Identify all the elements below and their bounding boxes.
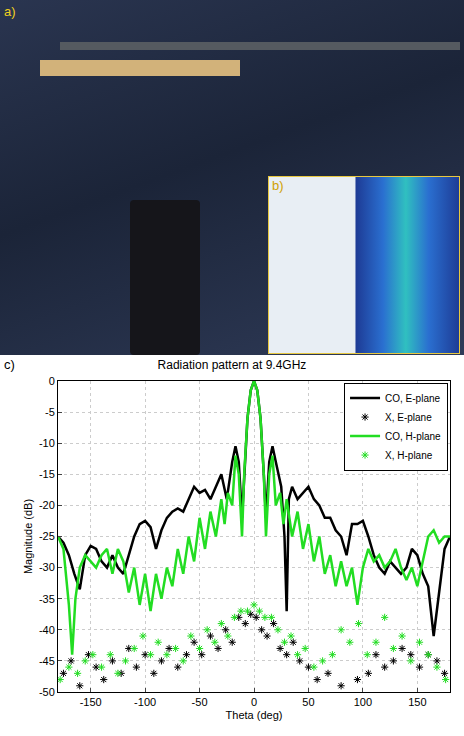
svg-text:Magnitude (dB): Magnitude (dB) — [22, 499, 34, 574]
svg-text:CO, H-plane: CO, H-plane — [385, 431, 441, 442]
svg-text:Theta (deg): Theta (deg) — [226, 709, 283, 721]
svg-text:-30: -30 — [39, 561, 55, 573]
svg-text:-50: -50 — [192, 696, 208, 708]
svg-text:-100: -100 — [134, 696, 156, 708]
svg-text:150: 150 — [408, 696, 426, 708]
svg-text:-10: -10 — [39, 437, 55, 449]
svg-text:-50: -50 — [39, 686, 55, 698]
svg-text:-45: -45 — [39, 655, 55, 667]
svg-text:0: 0 — [49, 375, 55, 387]
html-text:b): b) — [272, 178, 284, 193]
html-text:c): c) — [4, 357, 15, 372]
svg-text:-20: -20 — [39, 499, 55, 511]
svg-text:-40: -40 — [39, 624, 55, 636]
html-text:a): a) — [4, 4, 16, 19]
svg-text:50: 50 — [302, 696, 314, 708]
svg-text:X, H-plane: X, H-plane — [385, 450, 433, 461]
svg-text:X, E-plane: X, E-plane — [385, 412, 432, 423]
svg-text:-25: -25 — [39, 530, 55, 542]
svg-text:0: 0 — [251, 696, 257, 708]
svg-text:-35: -35 — [39, 593, 55, 605]
svg-text:CO, E-plane: CO, E-plane — [385, 393, 440, 404]
svg-text:-150: -150 — [80, 696, 102, 708]
svg-text:Radiation pattern at 9.4GHz: Radiation pattern at 9.4GHz — [158, 358, 307, 372]
svg-text:-5: -5 — [45, 406, 55, 418]
svg-text:-15: -15 — [39, 468, 55, 480]
svg-text:100: 100 — [354, 696, 372, 708]
